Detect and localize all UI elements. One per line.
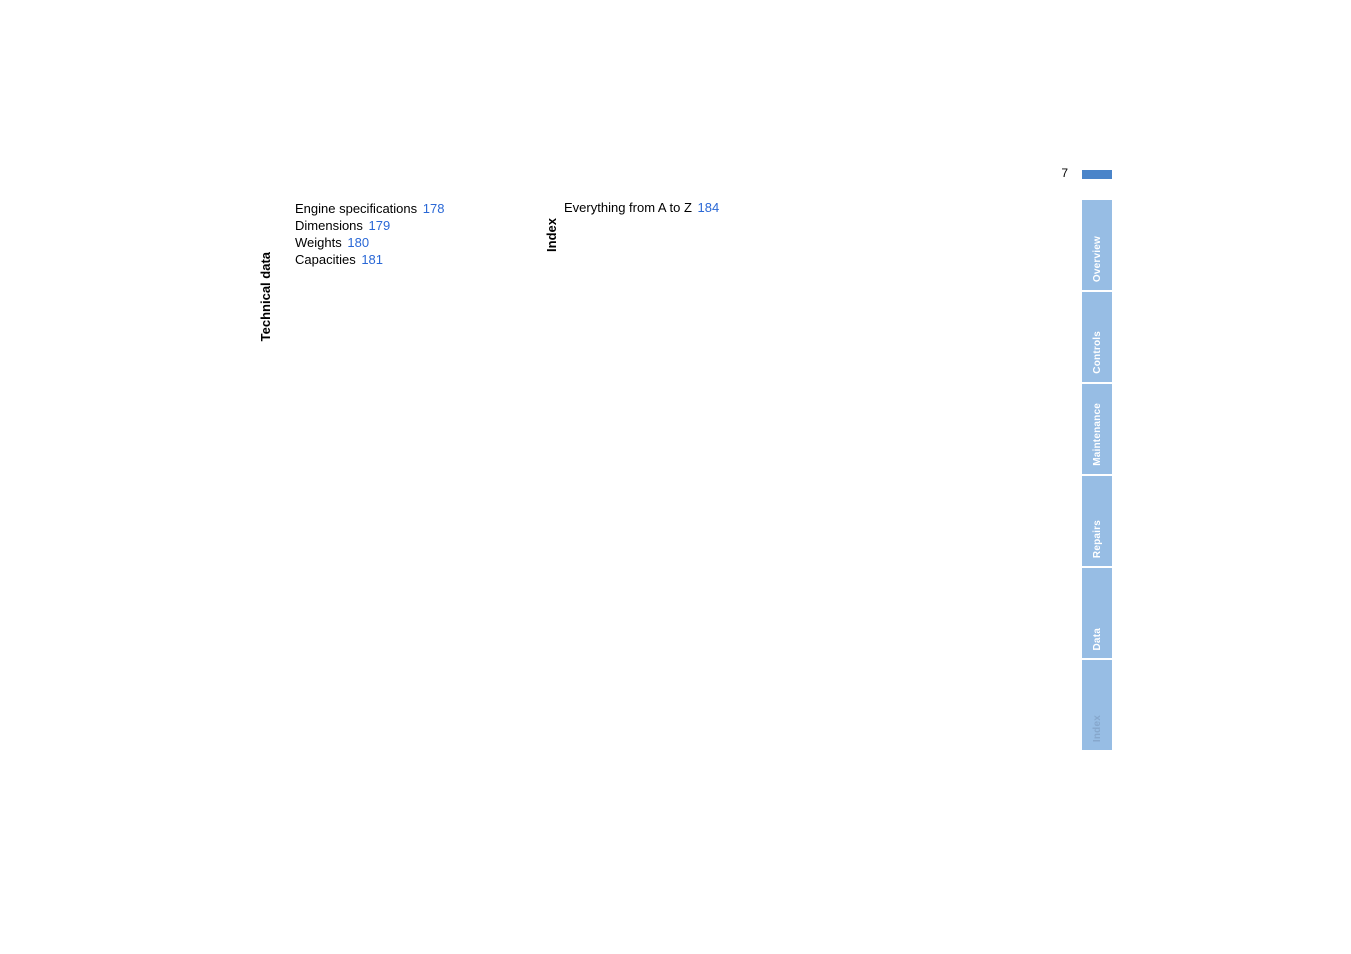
tab-label: Overview — [1092, 236, 1103, 282]
page-number: 7 — [1061, 166, 1068, 180]
tab-data[interactable]: Data — [1082, 568, 1112, 658]
section-heading-technical-data: Technical data — [258, 252, 273, 341]
toc-entry: Dimensions 179 — [295, 217, 444, 234]
toc-entry: Everything from A to Z 184 — [564, 200, 719, 215]
document-page: 7 Technical data Engine specifications 1… — [0, 0, 1351, 954]
tab-label: Controls — [1092, 331, 1103, 374]
tab-maintenance[interactable]: Maintenance — [1082, 384, 1112, 474]
toc-label: Engine specifications — [295, 201, 417, 216]
top-accent-bar — [1082, 170, 1112, 179]
toc-technical-data: Engine specifications 178 Dimensions 179… — [295, 200, 444, 268]
toc-label: Capacities — [295, 252, 356, 267]
toc-entry: Weights 180 — [295, 234, 444, 251]
side-tabs: Overview Controls Maintenance Repairs Da… — [1082, 200, 1112, 752]
tab-controls[interactable]: Controls — [1082, 292, 1112, 382]
toc-page-link[interactable]: 180 — [347, 235, 369, 250]
tab-index[interactable]: Index — [1082, 660, 1112, 750]
toc-page-link[interactable]: 184 — [698, 200, 720, 215]
toc-label: Weights — [295, 235, 342, 250]
toc-label: Everything from A to Z — [564, 200, 692, 215]
section-heading-index: Index — [544, 218, 559, 252]
tab-label: Index — [1092, 715, 1103, 742]
toc-page-link[interactable]: 181 — [361, 252, 383, 267]
tab-overview[interactable]: Overview — [1082, 200, 1112, 290]
tab-label: Data — [1092, 628, 1103, 650]
toc-page-link[interactable]: 179 — [369, 218, 391, 233]
toc-entry: Engine specifications 178 — [295, 200, 444, 217]
toc-label: Dimensions — [295, 218, 363, 233]
tab-repairs[interactable]: Repairs — [1082, 476, 1112, 566]
toc-index: Everything from A to Z 184 — [564, 200, 719, 215]
toc-page-link[interactable]: 178 — [423, 201, 445, 216]
tab-label: Maintenance — [1092, 403, 1103, 466]
toc-entry: Capacities 181 — [295, 251, 444, 268]
tab-label: Repairs — [1092, 520, 1103, 558]
